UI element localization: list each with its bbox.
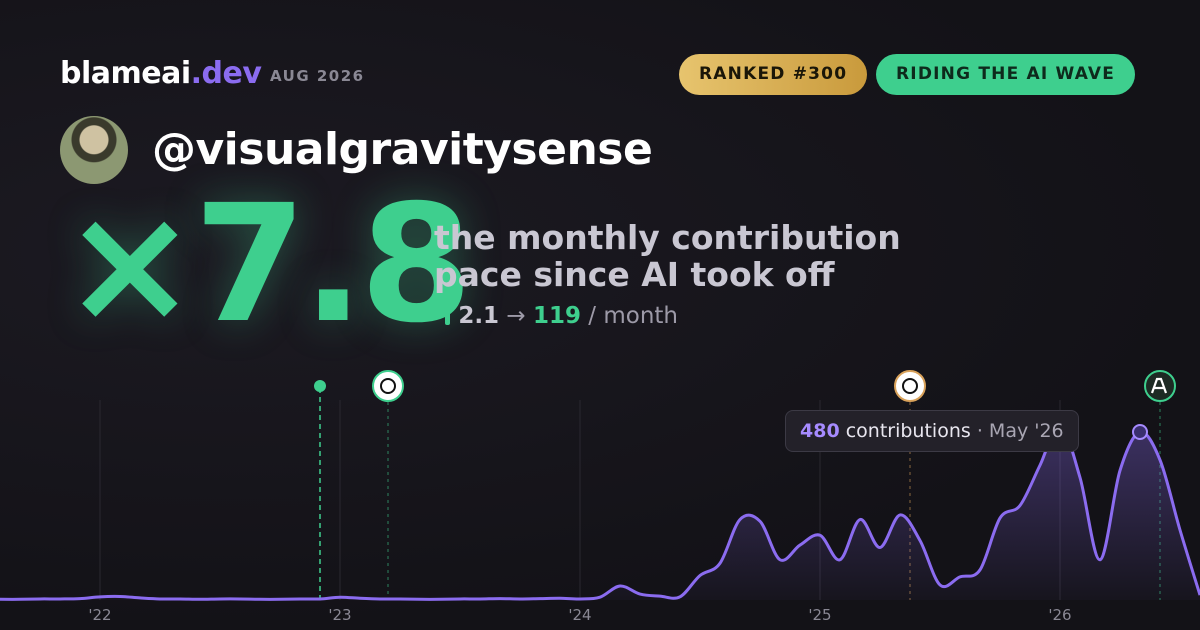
wave-badge: RIDING THE AI WAVE — [876, 54, 1136, 95]
event-icon — [372, 370, 404, 402]
hover-point — [1132, 424, 1148, 440]
x-tick-label: '22 — [88, 606, 111, 624]
x-tick-label: '26 — [1048, 606, 1071, 624]
x-tick-label: '24 — [568, 606, 591, 624]
pace: 2.1 → 119 / month — [434, 303, 678, 329]
pace-unit: / month — [588, 303, 679, 329]
pace-before: 2.1 — [458, 303, 500, 329]
brand-suffix: .dev — [190, 56, 262, 91]
brand-name: blameai — [60, 56, 191, 91]
event-icon — [1144, 370, 1176, 402]
event-dot — [314, 380, 326, 392]
tooltip: 480 contributions · May '26 — [785, 410, 1079, 452]
handle: @visualgravitysense — [152, 124, 653, 175]
spark — [445, 307, 451, 325]
rank-badge: RANKED #300 — [679, 54, 868, 95]
tooltip-separator: · — [976, 420, 983, 442]
avatar — [60, 116, 128, 184]
event-icon-glyph — [1150, 377, 1168, 394]
pace-arrow: → — [506, 303, 526, 329]
event-icon-glyph — [380, 378, 396, 394]
brand: blameai.dev — [60, 56, 262, 91]
tooltip-value: 480 — [800, 420, 840, 442]
multiplier: ×7.8 — [62, 171, 473, 359]
spark — [434, 315, 438, 318]
pace-after: 119 — [532, 303, 581, 329]
x-tick-label: '25 — [808, 606, 831, 624]
event-icon — [894, 370, 926, 402]
caption: the monthly contribution — [434, 218, 901, 257]
x-tick-label: '23 — [328, 606, 351, 624]
tooltip-unit: contributions — [845, 420, 971, 442]
tooltip-label: May '26 — [988, 420, 1064, 442]
area — [0, 424, 1200, 600]
date: AUG 2026 — [270, 67, 365, 85]
line — [0, 423, 1200, 601]
event-icon-glyph — [902, 378, 918, 394]
caption: pace since AI took off — [434, 255, 835, 294]
